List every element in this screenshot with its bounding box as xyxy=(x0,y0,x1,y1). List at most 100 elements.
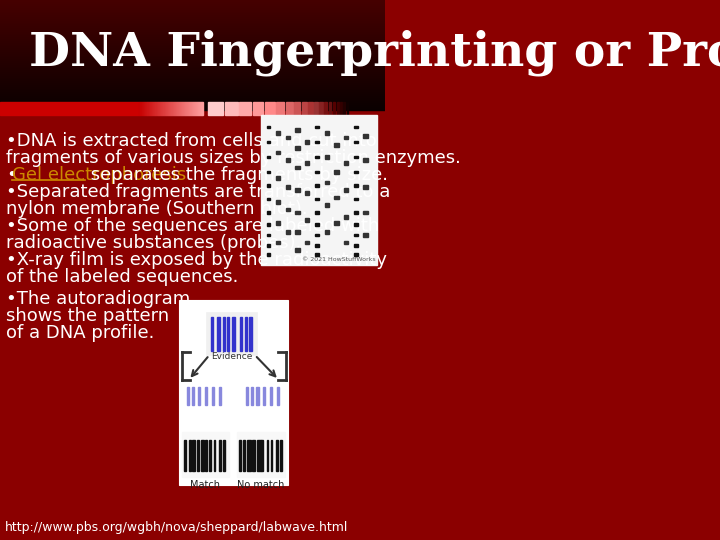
Bar xyxy=(0,79,384,80)
Bar xyxy=(192,440,195,471)
Bar xyxy=(208,102,223,115)
Bar xyxy=(0,73,384,74)
Bar xyxy=(233,317,235,351)
Bar xyxy=(0,4,384,5)
Bar xyxy=(198,387,199,405)
Bar xyxy=(0,7,384,8)
Bar xyxy=(305,218,310,222)
Bar xyxy=(0,17,384,18)
Bar xyxy=(0,38,384,39)
Bar xyxy=(315,234,319,237)
Bar xyxy=(0,66,384,67)
Bar xyxy=(0,48,384,49)
Bar xyxy=(315,141,319,143)
Bar xyxy=(0,89,384,90)
Text: Evidence: Evidence xyxy=(212,352,253,361)
Bar xyxy=(0,51,384,52)
Bar xyxy=(0,85,384,86)
Bar xyxy=(0,40,384,41)
Bar xyxy=(0,90,384,91)
Bar xyxy=(0,97,384,98)
Bar xyxy=(266,223,270,226)
Text: Gel electrophoresis: Gel electrophoresis xyxy=(12,166,186,184)
Bar xyxy=(0,63,384,64)
Bar xyxy=(315,171,319,173)
Bar xyxy=(227,317,229,351)
Bar xyxy=(211,317,213,351)
Bar xyxy=(266,234,270,237)
Bar xyxy=(305,241,310,244)
Bar xyxy=(0,81,384,82)
Bar xyxy=(0,58,384,59)
Text: http://www.pbs.org/wgbh/nova/sheppard/labwave.html: http://www.pbs.org/wgbh/nova/sheppard/la… xyxy=(5,521,348,534)
Bar xyxy=(336,102,338,115)
Bar xyxy=(256,387,258,405)
Bar xyxy=(187,387,189,405)
Bar xyxy=(0,75,384,76)
Text: DNA Fingerprinting or Profiling: DNA Fingerprinting or Profiling xyxy=(30,30,720,76)
Bar xyxy=(192,387,194,405)
Bar xyxy=(0,99,384,100)
Text: Match: Match xyxy=(190,480,220,490)
Text: nylon membrane (Southern blot).: nylon membrane (Southern blot). xyxy=(6,200,308,218)
Bar xyxy=(270,387,272,405)
Bar xyxy=(0,104,384,105)
Bar xyxy=(333,102,335,115)
Bar xyxy=(354,253,358,256)
Bar xyxy=(302,102,307,115)
Bar xyxy=(0,108,384,109)
Bar xyxy=(286,208,290,211)
Bar xyxy=(266,171,270,173)
Bar xyxy=(315,184,319,187)
Bar xyxy=(0,45,384,46)
Bar xyxy=(0,74,384,75)
Bar xyxy=(325,156,329,159)
Bar xyxy=(276,387,279,405)
Bar xyxy=(0,31,384,32)
Bar xyxy=(265,102,274,115)
Bar xyxy=(0,37,384,38)
Bar xyxy=(225,102,238,115)
Bar xyxy=(266,440,268,471)
Bar xyxy=(219,440,220,471)
Bar xyxy=(205,440,207,471)
Bar xyxy=(305,161,310,165)
Bar xyxy=(253,102,264,115)
Bar xyxy=(0,53,384,54)
Bar xyxy=(334,195,338,199)
Bar xyxy=(237,432,284,477)
Bar xyxy=(354,171,358,173)
Bar xyxy=(315,223,319,226)
Bar xyxy=(0,42,384,43)
Bar xyxy=(0,11,384,12)
Bar xyxy=(286,185,290,189)
Bar xyxy=(0,92,384,93)
Text: of the labeled sequences.: of the labeled sequences. xyxy=(6,268,239,286)
Bar xyxy=(0,93,384,94)
Bar xyxy=(179,300,289,485)
Bar xyxy=(315,126,319,128)
Bar xyxy=(325,203,329,207)
Text: radioactive substances (probes).: radioactive substances (probes). xyxy=(6,234,302,252)
Bar xyxy=(0,55,384,56)
Bar xyxy=(0,95,384,96)
Text: separates the fragments by size.: separates the fragments by size. xyxy=(85,166,388,184)
Bar xyxy=(276,200,280,204)
Bar xyxy=(354,198,358,200)
Bar xyxy=(0,5,384,6)
Bar xyxy=(344,161,348,165)
Bar xyxy=(266,126,270,128)
Bar xyxy=(305,191,310,195)
Bar xyxy=(308,102,312,115)
Bar xyxy=(0,6,384,7)
Bar xyxy=(324,102,327,115)
Bar xyxy=(0,52,384,53)
Bar xyxy=(0,77,384,78)
Bar xyxy=(286,158,290,162)
Bar xyxy=(0,39,384,40)
Bar xyxy=(0,15,384,16)
Text: •The autoradiogram: •The autoradiogram xyxy=(6,290,191,308)
Bar xyxy=(315,198,319,200)
Bar xyxy=(344,241,348,244)
Text: fragments of various sizes by restriction enzymes.: fragments of various sizes by restrictio… xyxy=(6,149,462,167)
